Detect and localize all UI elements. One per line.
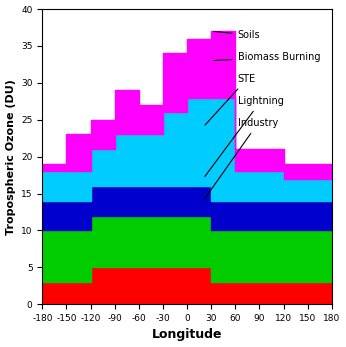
Y-axis label: Tropospheric Ozone (DU): Tropospheric Ozone (DU) <box>6 79 16 235</box>
Text: Biomass Burning: Biomass Burning <box>214 52 320 62</box>
X-axis label: Longitude: Longitude <box>152 329 222 341</box>
Text: Soils: Soils <box>214 30 260 40</box>
Text: Industry: Industry <box>205 118 278 198</box>
Text: Lightning: Lightning <box>205 96 284 177</box>
Text: STE: STE <box>205 74 256 125</box>
